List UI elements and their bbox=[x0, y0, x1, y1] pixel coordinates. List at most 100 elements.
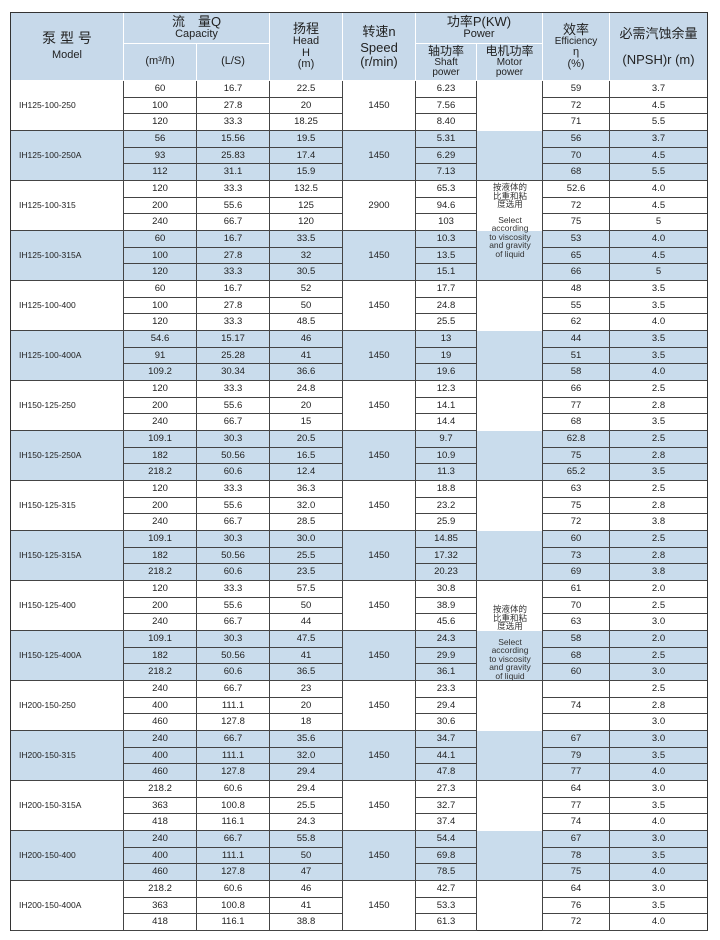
header-model-en: Model bbox=[52, 49, 82, 62]
model-cell: IH150-125-315A bbox=[11, 531, 124, 581]
shaft-power-cell: 23.2 bbox=[416, 497, 477, 515]
efficiency-cell: 63 bbox=[543, 481, 610, 498]
efficiency-cell: 73 bbox=[543, 547, 610, 565]
capacity-ls-cell: 16.7 bbox=[197, 281, 270, 298]
capacity-m3h-cell: 112 bbox=[124, 164, 197, 181]
shaft-power-cell: 17.32 bbox=[416, 547, 477, 565]
capacity-m3h-cell: 418 bbox=[124, 814, 197, 831]
header-capacity-ls: (L/S) bbox=[197, 44, 270, 81]
head-cell: 36.6 bbox=[270, 364, 343, 381]
head-cell: 20 bbox=[270, 97, 343, 115]
shaft-power-cell: 37.4 bbox=[416, 814, 477, 831]
header-head-cn: 扬程 bbox=[292, 21, 319, 37]
motor-note-cn: 按液体的比重和粘度选用 bbox=[492, 182, 527, 209]
efficiency-cell: 51 bbox=[543, 347, 610, 365]
head-cell: 28.5 bbox=[270, 514, 343, 531]
npsh-cell: 2.5 bbox=[610, 431, 707, 448]
shaft-power-cell: 19 bbox=[416, 347, 477, 365]
npsh-cell: 3.0 bbox=[610, 881, 707, 898]
model-cell: IH125-100-400 bbox=[11, 281, 124, 331]
shaft-power-cell: 78.5 bbox=[416, 864, 477, 881]
capacity-m3h-cell: 54.6 bbox=[124, 331, 197, 348]
head-cell: 20 bbox=[270, 697, 343, 715]
head-cell: 20 bbox=[270, 397, 343, 415]
capacity-m3h-cell: 120 bbox=[124, 114, 197, 131]
head-cell: 41 bbox=[270, 897, 343, 915]
capacity-m3h-cell: 109.1 bbox=[124, 531, 197, 548]
capacity-m3h-cell: 363 bbox=[124, 797, 197, 815]
npsh-cell: 3.0 bbox=[610, 664, 707, 681]
head-cell: 25.5 bbox=[270, 547, 343, 565]
efficiency-cell bbox=[543, 681, 610, 698]
capacity-ls-cell: 116.1 bbox=[197, 814, 270, 831]
capacity-ls-cell: 27.8 bbox=[197, 97, 270, 115]
shaft-power-cell: 47.8 bbox=[416, 764, 477, 781]
capacity-ls-cell: 66.7 bbox=[197, 731, 270, 748]
shaft-power-cell: 65.3 bbox=[416, 181, 477, 198]
capacity-ls-cell: 30.34 bbox=[197, 364, 270, 381]
capacity-ls-cell: 27.8 bbox=[197, 297, 270, 315]
capacity-ls-cell: 66.7 bbox=[197, 614, 270, 631]
npsh-cell: 2.8 bbox=[610, 547, 707, 565]
shaft-power-cell: 7.13 bbox=[416, 164, 477, 181]
head-cell: 44 bbox=[270, 614, 343, 631]
shaft-power-cell: 23.3 bbox=[416, 681, 477, 698]
capacity-m3h-cell: 363 bbox=[124, 897, 197, 915]
head-cell: 23.5 bbox=[270, 564, 343, 581]
shaft-power-cell: 94.6 bbox=[416, 197, 477, 215]
shaft-power-cell: 44.1 bbox=[416, 747, 477, 765]
head-cell: 12.4 bbox=[270, 464, 343, 481]
capacity-ls-cell: 25.83 bbox=[197, 147, 270, 165]
motor-note-en: Select according to viscosity and gravit… bbox=[489, 214, 531, 259]
model-cell: IH200-150-400A bbox=[11, 881, 124, 931]
capacity-m3h-cell: 240 bbox=[124, 214, 197, 231]
capacity-ls-cell: 111.1 bbox=[197, 747, 270, 765]
header-efficiency: 效率 Efficiency η (%) bbox=[543, 13, 610, 81]
capacity-m3h-cell: 460 bbox=[124, 764, 197, 781]
shaft-power-cell: 10.3 bbox=[416, 231, 477, 248]
capacity-ls-cell: 30.3 bbox=[197, 531, 270, 548]
header-power-en: Power bbox=[463, 28, 495, 41]
efficiency-cell: 63 bbox=[543, 614, 610, 631]
efficiency-cell: 72 bbox=[543, 197, 610, 215]
head-cell: 15 bbox=[270, 414, 343, 431]
npsh-cell: 4.0 bbox=[610, 914, 707, 931]
head-cell: 50 bbox=[270, 597, 343, 615]
speed-cell: 1450 bbox=[343, 881, 416, 931]
shaft-power-cell: 13 bbox=[416, 331, 477, 348]
capacity-ls-cell: 55.6 bbox=[197, 597, 270, 615]
speed-cell: 1450 bbox=[343, 81, 416, 131]
head-cell: 55.8 bbox=[270, 831, 343, 848]
head-cell: 50 bbox=[270, 297, 343, 315]
npsh-cell: 3.5 bbox=[610, 747, 707, 765]
capacity-ls-cell: 111.1 bbox=[197, 847, 270, 865]
efficiency-cell: 67 bbox=[543, 831, 610, 848]
shaft-power-cell: 34.7 bbox=[416, 731, 477, 748]
head-cell: 15.9 bbox=[270, 164, 343, 181]
efficiency-cell: 75 bbox=[543, 864, 610, 881]
head-cell: 18 bbox=[270, 714, 343, 731]
capacity-ls-cell: 60.6 bbox=[197, 664, 270, 681]
head-cell: 47 bbox=[270, 864, 343, 881]
motor-power-cell bbox=[477, 581, 543, 631]
shaft-power-cell: 69.8 bbox=[416, 847, 477, 865]
model-cell: IH200-150-315A bbox=[11, 781, 124, 831]
efficiency-cell: 48 bbox=[543, 281, 610, 298]
efficiency-cell: 77 bbox=[543, 764, 610, 781]
motor-power-note-2: 按液体的比重和粘度选用 Select according to viscosit… bbox=[479, 605, 541, 680]
model-cell: IH200-150-400 bbox=[11, 831, 124, 881]
capacity-m3h-cell: 460 bbox=[124, 864, 197, 881]
capacity-ls-cell: 127.8 bbox=[197, 764, 270, 781]
model-cell: IH150-125-400 bbox=[11, 581, 124, 631]
efficiency-cell: 72 bbox=[543, 514, 610, 531]
head-cell: 30.5 bbox=[270, 264, 343, 281]
head-cell: 41 bbox=[270, 647, 343, 665]
capacity-ls-cell: 50.56 bbox=[197, 647, 270, 665]
npsh-cell: 3.0 bbox=[610, 781, 707, 798]
capacity-ls-cell: 66.7 bbox=[197, 831, 270, 848]
efficiency-cell: 68 bbox=[543, 164, 610, 181]
capacity-ls-cell: 31.1 bbox=[197, 164, 270, 181]
shaft-power-cell: 25.5 bbox=[416, 314, 477, 331]
capacity-ls-cell: 33.3 bbox=[197, 581, 270, 598]
capacity-m3h-cell: 120 bbox=[124, 381, 197, 398]
